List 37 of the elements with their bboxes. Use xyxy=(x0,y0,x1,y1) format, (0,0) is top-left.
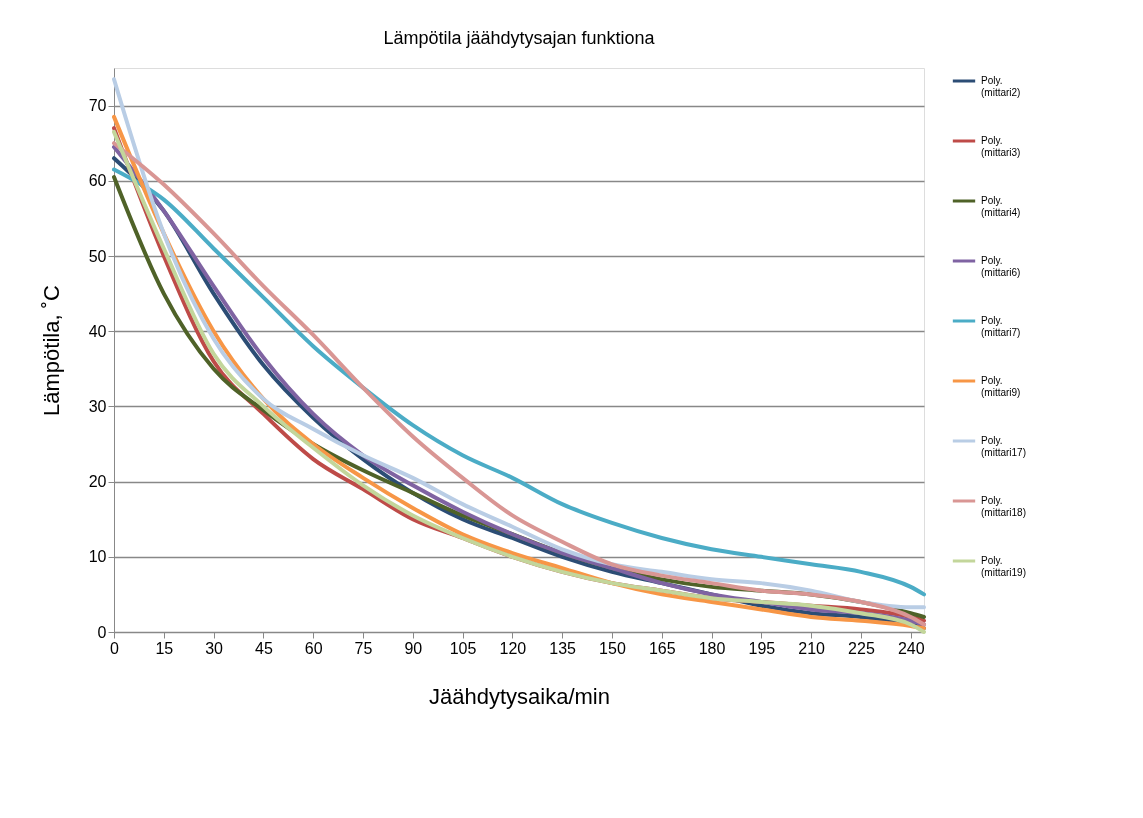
chart-title: Lämpötila jäähdytysajan funktiona xyxy=(383,28,656,48)
y-tick-label: 30 xyxy=(88,397,107,415)
y-axis-title: Lämpötila, ˚C xyxy=(38,284,64,416)
x-tick-label: 0 xyxy=(110,639,120,657)
x-tick-label: 135 xyxy=(549,639,577,657)
x-tick-label: 105 xyxy=(449,639,477,657)
x-tick-label: 30 xyxy=(205,639,224,657)
legend-label: Poly. (mittari4) xyxy=(981,195,1021,218)
x-tick-label: 210 xyxy=(798,639,826,657)
y-tick-label: 10 xyxy=(88,548,107,566)
x-tick-label: 45 xyxy=(254,639,273,657)
y-tick-label: 40 xyxy=(88,322,107,340)
legend-label: Poly. (mittari7) xyxy=(981,315,1021,338)
x-tick-label: 15 xyxy=(155,639,174,657)
x-tick-label: 75 xyxy=(354,639,373,657)
y-tick-label: 60 xyxy=(88,172,107,190)
x-tick-label: 120 xyxy=(499,639,527,657)
legend-label: Poly. (mittari18) xyxy=(981,495,1027,518)
x-tick-label: 195 xyxy=(748,639,776,657)
legend-label: Poly. (mittari6) xyxy=(981,255,1021,278)
x-tick-label: 60 xyxy=(304,639,323,657)
x-tick-label: 180 xyxy=(698,639,726,657)
x-tick-label: 240 xyxy=(897,639,925,657)
legend-label: Poly. (mittari2) xyxy=(981,75,1021,98)
x-tick-label: 225 xyxy=(848,639,875,657)
legend-label: Poly. (mittari9) xyxy=(981,375,1021,398)
y-tick-label: 20 xyxy=(88,473,107,491)
x-tick-label: 90 xyxy=(404,639,423,657)
legend-label: Poly. (mittari17) xyxy=(981,435,1027,458)
x-tick-label: 150 xyxy=(599,639,626,657)
x-axis-title: Jäähdytysaika/min xyxy=(429,683,610,709)
y-tick-label: 50 xyxy=(88,247,107,265)
legend-label: Poly. (mittari3) xyxy=(981,135,1021,158)
legend-label: Poly. (mittari19) xyxy=(981,555,1027,578)
y-tick-label: 0 xyxy=(97,623,107,641)
x-tick-label: 165 xyxy=(648,639,676,657)
y-tick-label: 70 xyxy=(88,97,107,115)
